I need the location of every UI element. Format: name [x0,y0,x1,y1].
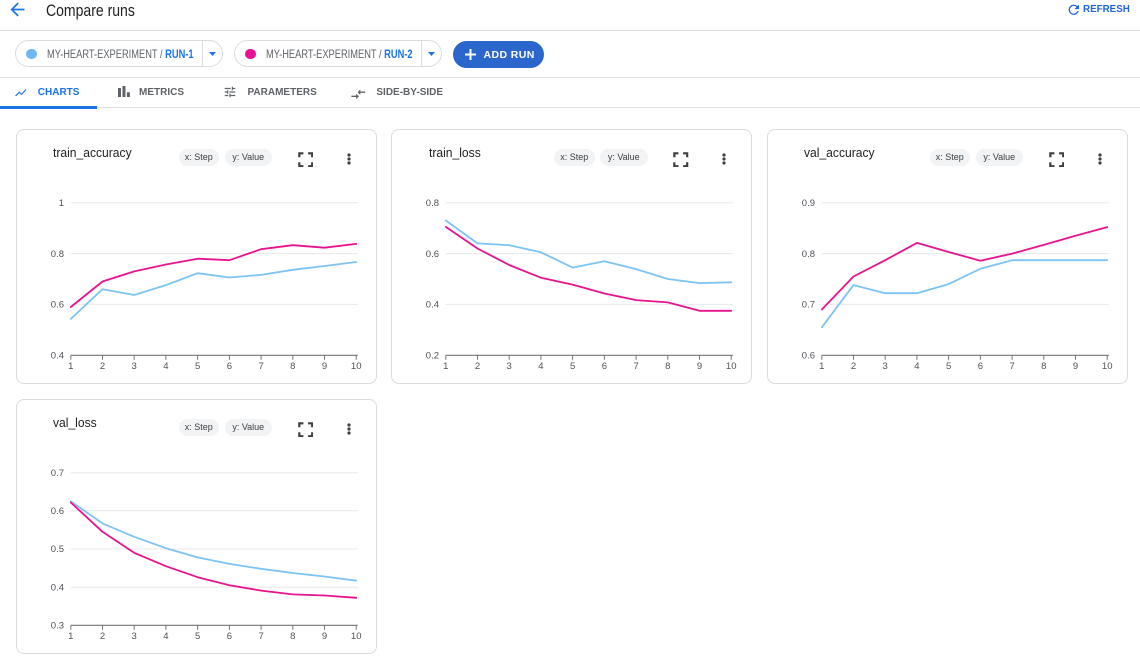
svg-text:5: 5 [945,361,950,372]
svg-text:1: 1 [68,631,73,642]
svg-text:8: 8 [290,631,295,642]
svg-text:0.8: 0.8 [50,249,63,260]
svg-text:10: 10 [1101,361,1112,372]
svg-text:9: 9 [697,361,702,372]
svg-text:0.8: 0.8 [801,249,814,260]
svg-text:4: 4 [914,361,919,372]
svg-text:7: 7 [633,361,638,372]
svg-text:0.6: 0.6 [801,351,814,362]
svg-text:0.7: 0.7 [801,300,814,311]
svg-text:1: 1 [58,198,63,209]
svg-text:7: 7 [258,631,263,642]
svg-text:2: 2 [850,361,855,372]
svg-text:0.9: 0.9 [801,198,814,209]
svg-text:6: 6 [977,361,982,372]
svg-text:0.6: 0.6 [50,506,63,517]
svg-text:8: 8 [1041,361,1046,372]
svg-text:5: 5 [194,631,199,642]
svg-text:5: 5 [194,361,199,372]
svg-text:0.5: 0.5 [50,544,63,555]
svg-text:3: 3 [131,631,136,642]
svg-text:9: 9 [321,361,326,372]
svg-text:0.2: 0.2 [426,351,439,362]
svg-text:4: 4 [163,631,168,642]
svg-text:8: 8 [290,361,295,372]
svg-text:10: 10 [350,631,361,642]
svg-text:10: 10 [726,361,737,372]
svg-text:6: 6 [226,361,231,372]
svg-text:0.4: 0.4 [426,300,439,311]
svg-text:4: 4 [163,361,168,372]
svg-text:2: 2 [99,631,104,642]
svg-text:8: 8 [665,361,670,372]
svg-text:0.3: 0.3 [50,621,63,632]
svg-text:0.6: 0.6 [426,249,439,260]
svg-text:0.4: 0.4 [50,582,63,593]
svg-text:0.4: 0.4 [50,351,63,362]
svg-text:3: 3 [882,361,887,372]
svg-text:9: 9 [321,631,326,642]
svg-text:7: 7 [1009,361,1014,372]
svg-text:0.8: 0.8 [426,198,439,209]
svg-text:0.6: 0.6 [50,300,63,311]
svg-text:1: 1 [68,361,73,372]
svg-text:9: 9 [1072,361,1077,372]
svg-text:6: 6 [602,361,607,372]
svg-text:0.7: 0.7 [50,468,63,479]
svg-text:10: 10 [350,361,361,372]
svg-text:1: 1 [819,361,824,372]
svg-text:6: 6 [226,631,231,642]
svg-text:3: 3 [507,361,512,372]
svg-text:3: 3 [131,361,136,372]
svg-text:2: 2 [475,361,480,372]
svg-text:4: 4 [538,361,543,372]
svg-text:7: 7 [258,361,263,372]
svg-text:2: 2 [99,361,104,372]
svg-text:5: 5 [570,361,575,372]
svg-text:1: 1 [443,361,448,372]
